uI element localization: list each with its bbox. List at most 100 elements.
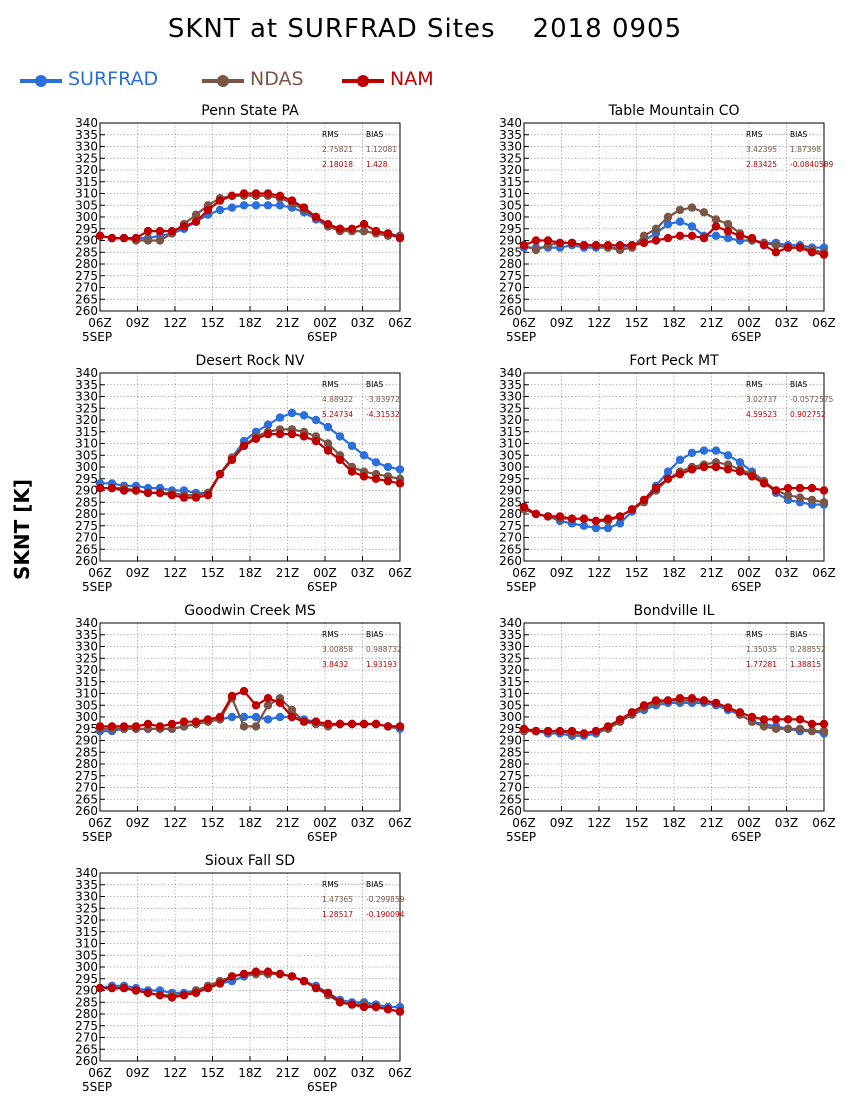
point-nam: [239, 686, 249, 696]
point-nam: [615, 241, 625, 250]
point-nam: [311, 717, 321, 726]
y-tick-label: 275: [499, 519, 522, 533]
chart-title: Sioux Fall SD: [205, 853, 295, 869]
point-nam: [603, 514, 613, 523]
stats-nam-rms: 2.83425: [746, 160, 777, 169]
x-tick-label: 21Z: [700, 566, 724, 580]
y-tick-label: 300: [499, 210, 522, 224]
x-tick-label: 03Z: [351, 316, 375, 330]
point-nam: [359, 719, 369, 729]
point-nam: [699, 462, 709, 472]
point-nam: [615, 512, 625, 521]
point-nam: [759, 479, 769, 488]
point-surfrad: [335, 432, 345, 441]
y-tick-label: 340: [75, 366, 98, 380]
stats-header-bias: BIAS: [366, 630, 383, 639]
point-nam: [639, 495, 649, 505]
x-tick-label: 03Z: [775, 316, 799, 330]
point-nam: [519, 502, 529, 512]
y-tick-label: 285: [75, 995, 98, 1009]
x-tick-label: 15Z: [201, 816, 225, 830]
point-nam: [251, 434, 261, 443]
y-tick-label: 285: [499, 245, 522, 259]
x-tick-label: 21Z: [276, 316, 300, 330]
plot-frame: [523, 122, 825, 312]
point-surfrad: [699, 446, 709, 455]
stats-ndas-rms: 1.35035: [746, 645, 777, 654]
y-tick-label: 270: [499, 281, 522, 295]
y-tick-label: 330: [499, 140, 522, 154]
legend-marker-ndas: [202, 75, 244, 87]
y-tick-label: 295: [75, 722, 98, 736]
point-nam: [371, 226, 381, 236]
x-tick-label: 06Z: [88, 566, 112, 580]
y-tick-label: 330: [499, 390, 522, 404]
point-surfrad: [723, 233, 733, 243]
stats-header-bias: BIAS: [790, 630, 807, 639]
point-nam: [131, 986, 141, 995]
point-ndas: [699, 208, 709, 217]
point-surfrad: [723, 451, 733, 460]
point-surfrad: [579, 521, 589, 530]
point-nam: [519, 241, 529, 250]
y-tick-label: 315: [499, 175, 522, 189]
point-nam: [819, 719, 829, 729]
point-nam: [395, 233, 405, 243]
point-nam: [675, 469, 685, 479]
stats-ndas-bias: 1.87398: [790, 145, 821, 154]
point-nam: [359, 472, 369, 481]
x-tick-label: 03Z: [351, 566, 375, 580]
point-surfrad: [711, 231, 721, 240]
point-nam: [215, 196, 225, 205]
point-nam: [675, 694, 685, 703]
x-tick-label: 00Z: [313, 1066, 337, 1080]
point-surfrad: [227, 203, 237, 212]
point-nam: [723, 703, 733, 712]
y-tick-label: 315: [75, 675, 98, 689]
stats-nam-bias: -0.0840589: [790, 160, 833, 169]
point-nam: [107, 983, 117, 993]
x-date-label: 6SEP: [307, 830, 337, 844]
y-tick-label: 265: [499, 792, 522, 806]
point-ndas: [191, 210, 201, 219]
point-surfrad: [735, 458, 745, 467]
legend-label-nam: NAM: [390, 68, 434, 90]
point-nam: [711, 462, 721, 472]
y-tick-label: 270: [75, 781, 98, 795]
chart-title: Desert Rock NV: [196, 353, 305, 369]
y-tick-label: 290: [499, 484, 522, 498]
point-nam: [627, 241, 637, 250]
y-tick-label: 285: [75, 495, 98, 509]
point-surfrad: [711, 446, 721, 455]
x-tick-label: 15Z: [625, 816, 649, 830]
stats-nam-bias: -0.190094: [366, 910, 405, 919]
stats-nam-bias: 0.902752: [790, 410, 826, 419]
x-tick-label: 00Z: [737, 566, 761, 580]
y-tick-label: 275: [75, 1019, 98, 1033]
y-tick-label: 325: [499, 401, 522, 415]
point-nam: [215, 979, 225, 988]
y-tick-label: 335: [499, 128, 522, 142]
point-nam: [143, 988, 153, 998]
x-tick-label: 12Z: [163, 566, 187, 580]
x-tick-label: 00Z: [313, 816, 337, 830]
point-nam: [155, 722, 165, 731]
point-nam: [227, 191, 237, 200]
point-nam: [759, 241, 769, 250]
stats-ndas-rms: 4.88922: [322, 395, 353, 404]
point-nam: [395, 722, 405, 731]
point-nam: [191, 717, 201, 726]
point-ndas: [239, 722, 249, 731]
point-nam: [383, 1005, 393, 1014]
point-nam: [119, 486, 129, 495]
x-tick-label: 18Z: [662, 316, 686, 330]
point-nam: [771, 248, 781, 257]
x-tick-label: 15Z: [625, 566, 649, 580]
y-tick-label: 320: [75, 913, 98, 927]
point-nam: [519, 724, 529, 733]
stats-nam-rms: 1.28517: [322, 910, 353, 919]
point-nam: [107, 233, 117, 243]
stats-ndas-bias: 1.12081: [366, 145, 397, 154]
point-nam: [155, 991, 165, 1000]
